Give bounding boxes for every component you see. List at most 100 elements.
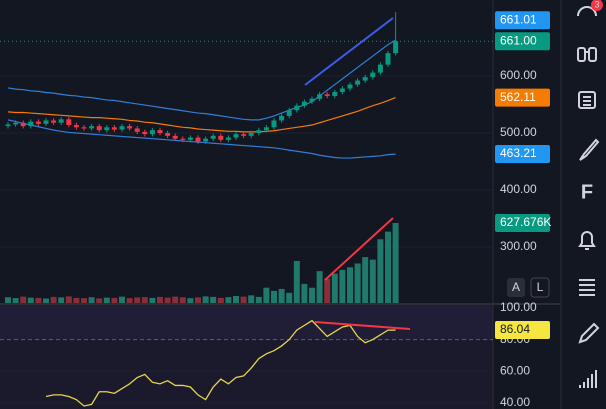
volume-bar xyxy=(172,296,179,303)
y-tick-label: 300.00 xyxy=(500,239,537,253)
volume-bar xyxy=(195,297,201,303)
button-label[interactable]: A xyxy=(512,280,520,294)
volume-bar xyxy=(347,267,353,303)
volume-bar xyxy=(362,257,369,303)
price-badge xyxy=(495,214,550,232)
band-line xyxy=(7,119,396,159)
candle-body xyxy=(127,126,133,129)
volume-bar xyxy=(96,298,103,303)
candle-body xyxy=(157,130,163,133)
price-badge-label: 627.676K xyxy=(500,215,551,229)
binoculars-icon[interactable] xyxy=(577,47,597,62)
speed-icon[interactable] xyxy=(577,6,597,17)
volume-bar xyxy=(233,295,239,303)
volume-bar xyxy=(157,296,163,303)
candle-body xyxy=(377,64,383,73)
volume-bar xyxy=(392,223,399,303)
trend-line[interactable] xyxy=(304,17,394,86)
trend-line[interactable] xyxy=(314,321,411,330)
candle-body xyxy=(248,132,254,136)
trend-line[interactable] xyxy=(324,217,394,281)
volume-bar xyxy=(271,290,277,303)
volume-bar xyxy=(50,296,57,303)
candle-body xyxy=(393,41,399,54)
volume-bar xyxy=(240,296,247,303)
candle-body xyxy=(43,120,49,124)
candle-body xyxy=(317,94,323,99)
volume-bar xyxy=(202,296,209,303)
price-badge xyxy=(495,11,550,30)
candle-body xyxy=(134,128,140,132)
price-badge xyxy=(495,321,550,340)
volume-bar xyxy=(339,269,346,303)
volume-bar xyxy=(354,263,361,303)
price-badge-label: 86.04 xyxy=(500,322,530,336)
volume-bar xyxy=(263,287,270,303)
volume-bar xyxy=(324,278,331,303)
volume-bar xyxy=(286,292,293,303)
news-icon[interactable] xyxy=(578,91,596,109)
button[interactable] xyxy=(530,277,550,298)
candle-body xyxy=(294,105,300,111)
volume-bar xyxy=(12,298,19,303)
volume-bar xyxy=(217,297,224,303)
price-badge xyxy=(495,88,550,107)
toolbar: 3 F xyxy=(577,0,603,388)
candle-body xyxy=(279,115,285,121)
candle-body xyxy=(5,124,11,127)
candle-body xyxy=(119,126,125,130)
stack-icon[interactable] xyxy=(579,279,595,296)
volume-bar xyxy=(309,287,315,303)
price-badge-label: 463.21 xyxy=(500,146,537,160)
candle-body xyxy=(180,138,186,140)
candle-body xyxy=(142,131,148,135)
candle-body xyxy=(187,137,193,140)
candle-body xyxy=(195,137,201,142)
candle-body xyxy=(385,53,391,65)
price-badge-label: 661.00 xyxy=(500,33,537,47)
candle-body xyxy=(20,122,26,127)
candle-body xyxy=(111,127,117,130)
volume-bar xyxy=(81,298,87,303)
volume-bar xyxy=(103,297,110,303)
candle-body xyxy=(203,138,209,142)
candle-body xyxy=(165,132,171,136)
y-tick-label: 100.00 xyxy=(500,300,537,314)
button[interactable] xyxy=(507,278,525,297)
candle-body xyxy=(96,126,102,131)
volume-bar xyxy=(58,297,65,303)
badge xyxy=(591,0,603,11)
candle-body xyxy=(263,127,269,131)
candle-body xyxy=(73,125,79,128)
candle-body xyxy=(370,72,376,78)
candle-body xyxy=(301,101,307,106)
candle-body xyxy=(339,88,345,92)
button-label[interactable]: L xyxy=(537,280,544,294)
candle-body xyxy=(81,127,87,129)
price-badge-label: 661.01 xyxy=(500,12,537,26)
volume-bar xyxy=(149,297,156,303)
candle-body xyxy=(58,119,64,123)
volume-bar xyxy=(119,296,125,303)
volume-bar xyxy=(316,271,323,303)
volume-bar xyxy=(20,296,27,303)
candle-body xyxy=(271,120,277,128)
candle-body xyxy=(362,77,368,81)
bell-icon[interactable] xyxy=(578,231,596,250)
volume-bar xyxy=(65,296,72,303)
bars-icon[interactable] xyxy=(579,370,597,388)
volume-bar xyxy=(35,297,42,303)
candle-body xyxy=(241,134,247,136)
y-tick-label: 40.00 xyxy=(500,395,530,409)
volume-bar xyxy=(27,297,34,303)
toolbar-letter[interactable]: F xyxy=(581,181,593,203)
band-line xyxy=(7,97,396,133)
volume-bar xyxy=(126,298,133,303)
brush-icon[interactable] xyxy=(579,138,600,161)
pen-icon[interactable] xyxy=(578,322,600,344)
y-tick-label: 60.00 xyxy=(500,363,530,377)
volume-bar xyxy=(179,297,186,303)
price-badge xyxy=(495,144,550,163)
price-badge-label: 562.11 xyxy=(500,90,536,104)
candle-body xyxy=(332,91,338,96)
